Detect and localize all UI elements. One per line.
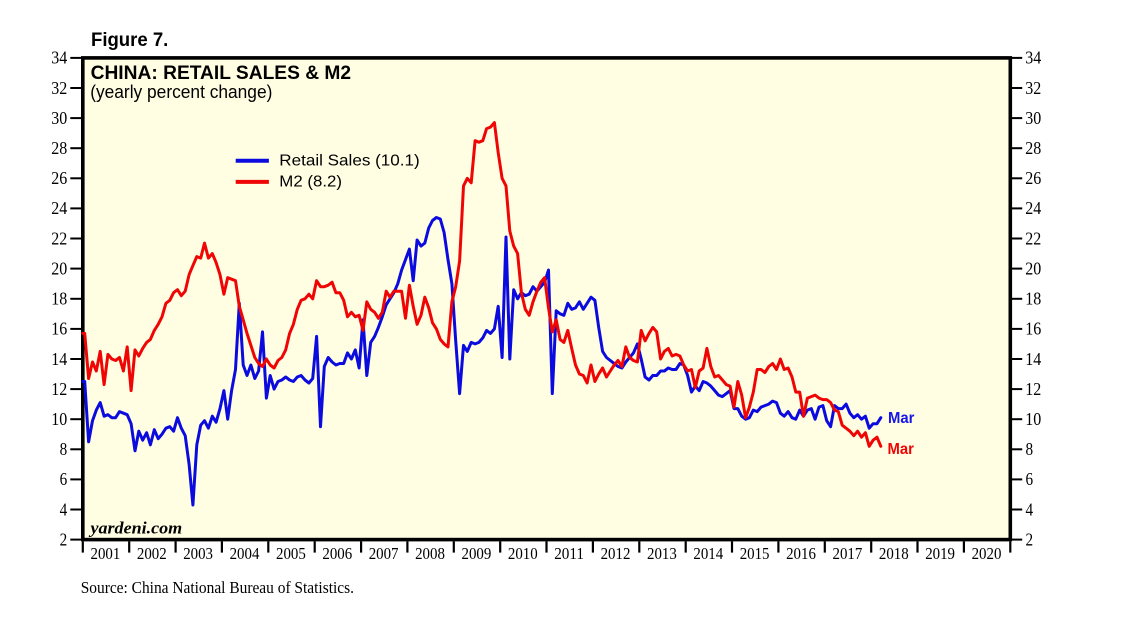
svg-text:Retail Sales (10.1): Retail Sales (10.1) (279, 152, 419, 169)
svg-text:2013: 2013 (647, 544, 677, 563)
svg-text:22: 22 (51, 228, 67, 248)
svg-text:32: 32 (1025, 78, 1041, 98)
svg-text:yardeni.com: yardeni.com (88, 519, 182, 538)
svg-text:2: 2 (60, 529, 68, 549)
svg-text:4: 4 (60, 499, 68, 519)
svg-text:8: 8 (1026, 439, 1034, 459)
svg-text:12: 12 (1025, 379, 1041, 399)
svg-text:2011: 2011 (554, 544, 584, 563)
svg-text:2004: 2004 (230, 544, 260, 563)
svg-text:CHINA: RETAIL SALES & M2: CHINA: RETAIL SALES & M2 (91, 62, 352, 84)
svg-text:28: 28 (51, 138, 67, 158)
svg-text:2018: 2018 (879, 544, 909, 563)
svg-text:28: 28 (1025, 138, 1041, 158)
svg-text:6: 6 (60, 469, 68, 489)
svg-text:4: 4 (1026, 499, 1034, 519)
svg-text:18: 18 (51, 289, 67, 309)
svg-text:6: 6 (1026, 469, 1034, 489)
svg-text:2015: 2015 (740, 544, 770, 563)
svg-text:24: 24 (1025, 198, 1041, 218)
svg-text:2: 2 (1026, 529, 1034, 549)
svg-text:2017: 2017 (833, 544, 863, 563)
svg-text:2001: 2001 (91, 544, 121, 563)
svg-text:2020: 2020 (972, 544, 1002, 563)
svg-text:8: 8 (60, 439, 68, 459)
svg-text:2016: 2016 (786, 544, 816, 563)
svg-text:10: 10 (1025, 409, 1041, 429)
svg-text:34: 34 (1025, 48, 1041, 68)
svg-text:20: 20 (1025, 258, 1041, 278)
svg-text:16: 16 (1025, 319, 1041, 339)
svg-text:Mar: Mar (888, 410, 914, 427)
svg-text:(yearly percent change): (yearly percent change) (90, 82, 272, 102)
svg-text:34: 34 (51, 48, 67, 68)
svg-text:2019: 2019 (925, 544, 955, 563)
svg-text:2002: 2002 (137, 544, 167, 563)
svg-text:26: 26 (1025, 168, 1041, 188)
svg-text:14: 14 (51, 349, 67, 369)
svg-text:Figure 7.: Figure 7. (91, 30, 168, 51)
svg-text:2009: 2009 (462, 544, 492, 563)
svg-text:14: 14 (1025, 349, 1041, 369)
svg-text:24: 24 (51, 198, 67, 218)
svg-text:2005: 2005 (276, 544, 306, 563)
svg-text:18: 18 (1025, 289, 1041, 309)
svg-text:30: 30 (1025, 108, 1041, 128)
svg-text:Mar: Mar (888, 441, 914, 458)
svg-text:2012: 2012 (601, 544, 631, 563)
svg-text:2007: 2007 (369, 544, 399, 563)
svg-text:10: 10 (51, 409, 67, 429)
svg-text:16: 16 (51, 319, 67, 339)
svg-text:20: 20 (51, 258, 67, 278)
svg-text:2006: 2006 (322, 544, 352, 563)
svg-text:12: 12 (51, 379, 67, 399)
svg-text:Source: China National Bureau: Source: China National Bureau of Statist… (81, 578, 354, 597)
svg-text:2010: 2010 (508, 544, 538, 563)
svg-text:2014: 2014 (693, 544, 723, 563)
svg-text:32: 32 (51, 78, 67, 98)
svg-text:2008: 2008 (415, 544, 445, 563)
svg-text:M2 (8.2): M2 (8.2) (279, 174, 342, 191)
svg-text:22: 22 (1025, 228, 1041, 248)
svg-text:2003: 2003 (183, 544, 213, 563)
svg-text:30: 30 (51, 108, 67, 128)
svg-text:26: 26 (51, 168, 67, 188)
